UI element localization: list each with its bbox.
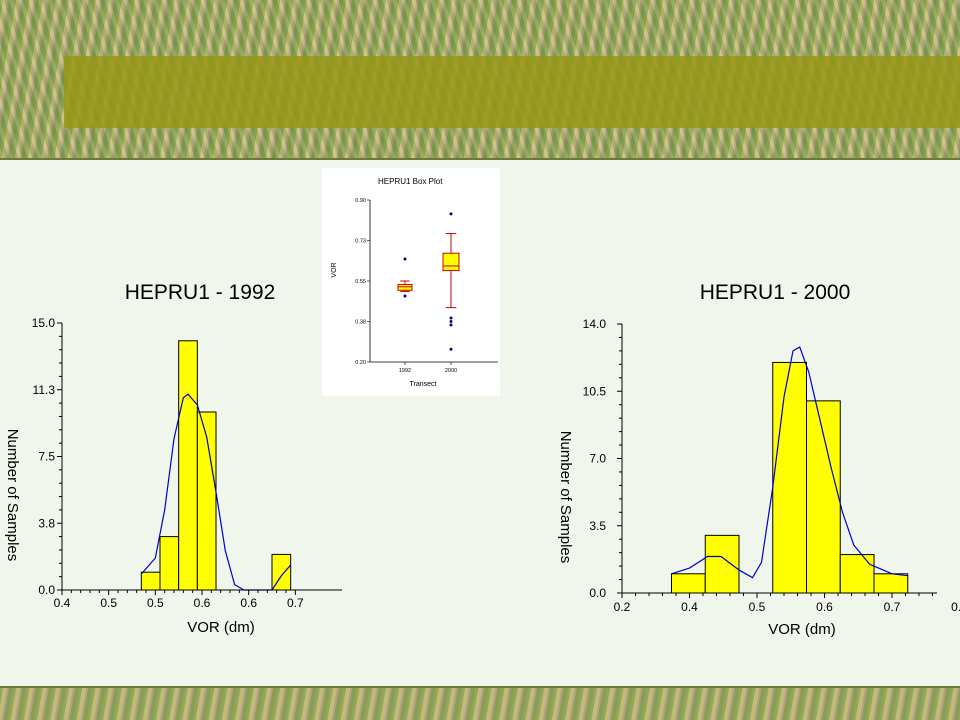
x-tick-label: 0.5 — [749, 600, 766, 614]
banner-divider — [0, 158, 960, 160]
x-axis-label: VOR (dm) — [768, 621, 836, 638]
y-tick-label: 7.0 — [589, 452, 606, 466]
y-tick-label: 14.0 — [583, 317, 607, 331]
x-tick-label: 0.2 — [614, 600, 631, 614]
x-tick-label: 0.4 — [681, 600, 698, 614]
y-tick-label: 0.0 — [38, 583, 55, 597]
box-iqr — [397, 283, 413, 291]
histogram-bar — [704, 534, 740, 594]
y-tick-label: 10.5 — [583, 384, 607, 398]
x-axis-label: VOR (dm) — [187, 619, 255, 636]
x-tick-label: 0.7 — [287, 596, 304, 610]
box-outlier — [403, 294, 407, 298]
box-outlier — [449, 347, 453, 351]
x-tick-label: 0.4 — [54, 596, 71, 610]
box-plot-background — [322, 168, 500, 396]
y-tick-label: 3.8 — [38, 516, 55, 530]
y-axis-label: Number of Samples — [557, 431, 574, 564]
box-outlier — [449, 316, 453, 320]
y-tick-label: 7.5 — [38, 450, 55, 464]
y-tick-label: 0.0 — [589, 586, 606, 600]
y-tick-label: 15.0 — [32, 316, 56, 330]
y-tick-label: 11.3 — [33, 383, 56, 397]
box-outlier — [449, 212, 453, 216]
x-tick-label: 2000 — [445, 368, 457, 374]
y-axis-label: Number of Samples — [4, 429, 21, 562]
box-outlier — [403, 257, 407, 261]
y-tick-label: 0.38 — [355, 320, 366, 326]
histogram-bar — [772, 361, 807, 594]
y-tick-label: 0.73 — [355, 239, 366, 245]
x-tick-label: 0.5 — [100, 596, 117, 610]
x-tick-label: 1992 — [399, 368, 411, 374]
density-curve — [671, 346, 908, 579]
x-tick-label: 0.7 — [884, 600, 901, 614]
x-tick-label: 0.6 — [240, 596, 257, 610]
y-tick-label: 0.20 — [355, 360, 366, 366]
x-tick-label: 0.5 — [147, 596, 164, 610]
box-iqr — [442, 252, 460, 272]
x-tick-label: 0.6 — [194, 596, 211, 610]
x-tick-label: 0.9 — [951, 600, 960, 614]
bottom-decorative-banner — [0, 688, 960, 720]
box-outlier — [449, 323, 453, 327]
x-axis-label: Transect — [410, 381, 437, 388]
y-tick-label: 0.55 — [355, 279, 366, 285]
chart-title: HEPRU1 - 2000 — [700, 281, 851, 304]
chart-title: HEPRU1 - 1992 — [125, 281, 276, 304]
y-tick-label: 0.90 — [355, 198, 366, 204]
x-tick-label: 0.6 — [816, 600, 833, 614]
title-placeholder-box — [64, 56, 960, 128]
bottom-banner-divider — [0, 686, 960, 688]
y-axis-label: VOR — [331, 262, 338, 277]
box-outlier — [449, 320, 453, 323]
y-tick-label: 3.5 — [589, 519, 606, 533]
chart-title: HEPRU1 Box Plot — [378, 177, 443, 186]
